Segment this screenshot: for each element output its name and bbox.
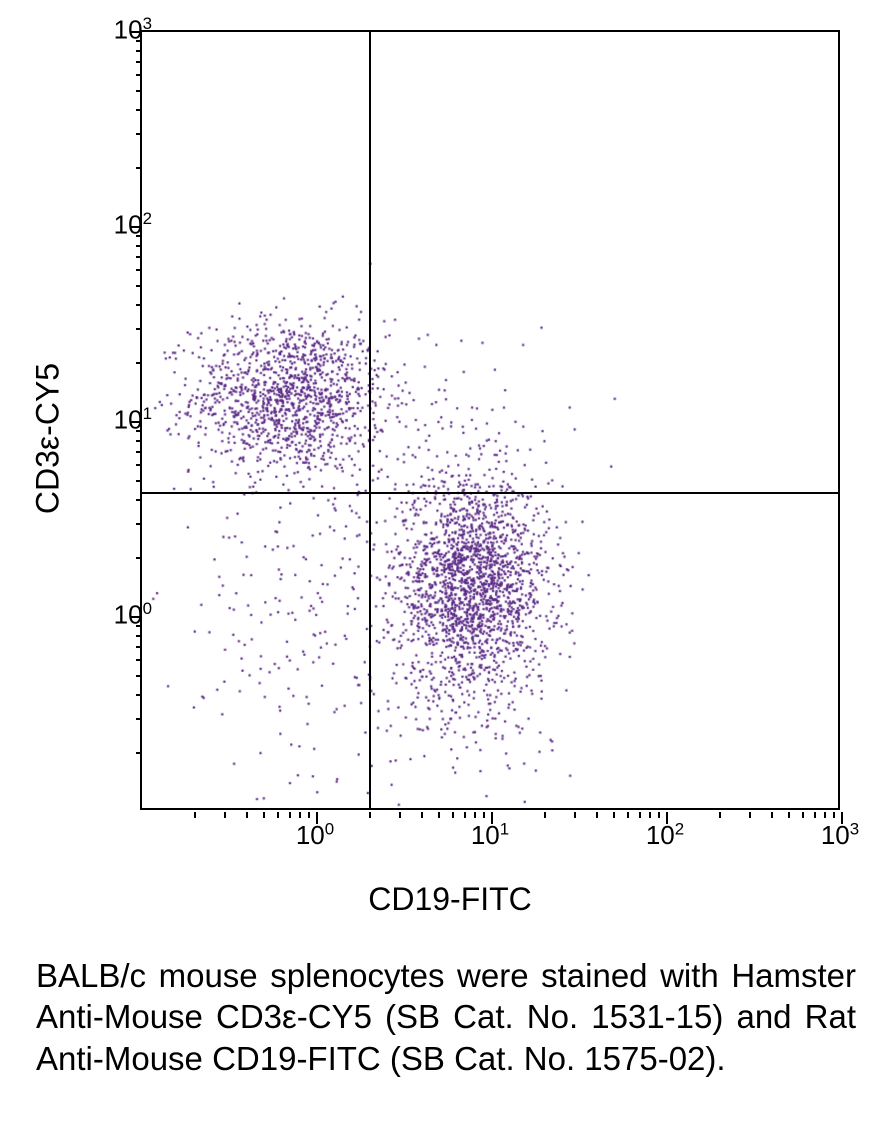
chart-wrapper: CD3ε-CY5 CD19-FITC 100101102103 10010110… xyxy=(40,10,860,930)
y-axis-label: CD3ε-CY5 xyxy=(30,363,67,514)
x-tick-label: 103 xyxy=(821,820,859,851)
x-axis-label: CD19-FITC xyxy=(368,881,532,918)
x-tick-label: 102 xyxy=(646,820,684,851)
x-tick-label: 100 xyxy=(296,820,334,851)
scatter-canvas xyxy=(142,32,838,808)
y-tick-label: 101 xyxy=(114,405,152,436)
figure-container: CD3ε-CY5 CD19-FITC 100 101 102 103 100 101 10… xyxy=(0,0,892,1125)
figure-caption: BALB/c mouse splenocytes were stained wi… xyxy=(36,955,856,1079)
scatter-plot xyxy=(140,30,840,810)
y-tick-label: 102 xyxy=(114,210,152,241)
y-tick-label: 100 xyxy=(114,600,152,631)
x-tick-label: 101 xyxy=(471,820,509,851)
y-tick-label: 103 xyxy=(114,15,152,46)
quadrant-vertical-line xyxy=(369,32,371,808)
quadrant-horizontal-line xyxy=(142,492,838,494)
